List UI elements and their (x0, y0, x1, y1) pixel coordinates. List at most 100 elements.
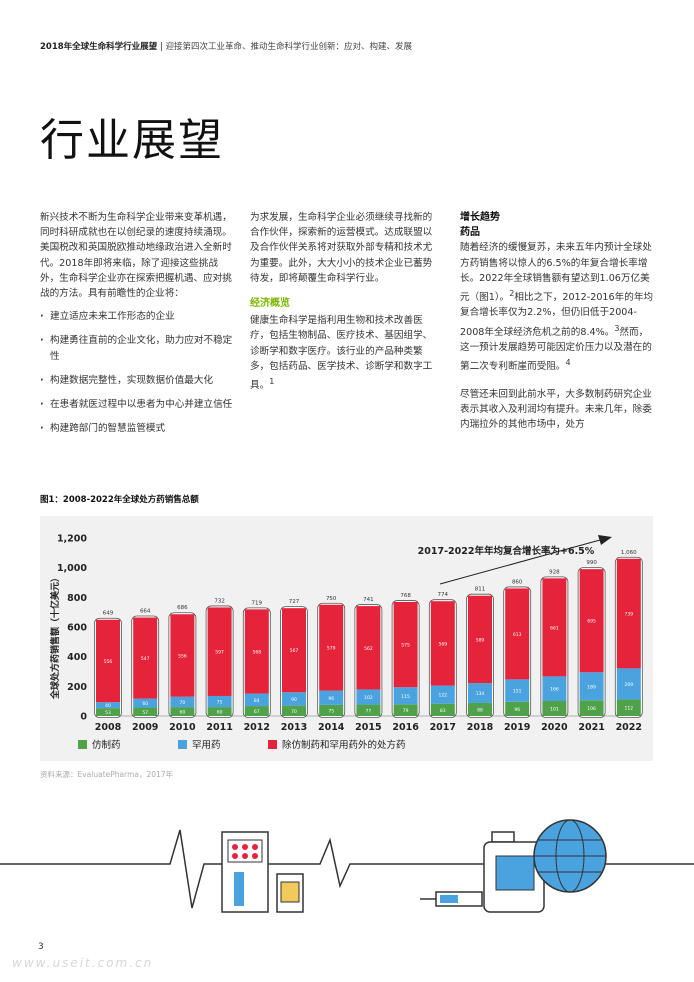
other-rx-bar (356, 606, 381, 690)
orphan-bar (542, 676, 567, 702)
total-label: 1,060 (621, 550, 637, 556)
data-label: 112 (625, 706, 634, 712)
total-label: 860 (512, 579, 523, 585)
chart-panel: 0 200 400 600 800 1,000 1,200 53 40 556 649 2008 57… (40, 516, 653, 761)
x-tick-label: 2009 (132, 722, 158, 733)
generic-bar (616, 699, 641, 716)
other-rx-bar (244, 609, 269, 694)
y-axis-label: 全球处方药销售额（十亿美元） (49, 573, 61, 700)
trend-arrowhead (598, 535, 612, 545)
data-label: 60 (142, 701, 148, 707)
data-label: 166 (550, 687, 559, 693)
total-label: 686 (177, 605, 188, 611)
y-tick-label: 400 (67, 652, 87, 663)
report-title: 2018年全球生命科学行业展望 (40, 42, 158, 52)
intro-paragraph: 新兴技术不断为生命科学企业带来变革机遇，同时科研成就也在以创纪录的速度持续涌现。… (40, 212, 232, 300)
data-label: 60 (217, 710, 223, 716)
data-label: 562 (364, 646, 373, 652)
x-tick-label: 2015 (355, 722, 381, 733)
data-label: 53 (105, 710, 111, 716)
data-label: 589 (476, 637, 485, 643)
report-subtitle: 迎接第四次工业革命、推动生命科学行业创新：应对、构建、发展 (165, 42, 412, 52)
x-tick-label: 2008 (95, 722, 122, 733)
data-label: 695 (587, 619, 596, 625)
orphan-bar (356, 689, 381, 705)
list-item: 构建数据完整性，实现数据价值最大化 (40, 373, 236, 388)
other-rx-bar (207, 607, 232, 696)
other-rx-bar (505, 588, 530, 680)
data-label: 75 (328, 708, 334, 714)
total-label: 811 (475, 587, 486, 593)
data-label: 739 (625, 612, 634, 618)
other-rx-bar (133, 617, 158, 699)
data-label: 189 (587, 684, 596, 690)
other-rx-bar (616, 558, 641, 669)
x-tick-label: 2022 (616, 722, 642, 733)
trend-arrow-line (439, 539, 601, 585)
footnote-ref: 3 (614, 323, 620, 333)
text-column-1: 新兴技术不断为生命科学企业带来变革机遇，同时科研成就也在以创纪录的速度持续涌现。… (40, 210, 236, 445)
other-rx-bar (430, 601, 455, 686)
orphan-bar (430, 685, 455, 704)
text-column-3: 增长趋势 药品 随着经济的缓慢复苏，未来五年内预计全球处方药销售将以惊人的6.5… (460, 210, 656, 438)
orphan-bar (244, 693, 269, 707)
pharma-subheading: 药品 (460, 227, 480, 239)
source-note: 资料来源：EvaluatePharma，2017年 (40, 770, 174, 779)
orphan-bar (96, 702, 120, 709)
x-tick-label: 2021 (578, 722, 604, 733)
cagr-annotation: 2017-2022年年均复合增长率为+6.5% (418, 545, 595, 557)
orphan-bar (393, 687, 418, 705)
data-label: 88 (477, 707, 483, 713)
data-label: 569 (439, 641, 448, 647)
growth-heading: 增长趋势 (460, 212, 500, 223)
y-tick-label: 200 (67, 682, 87, 693)
x-tick-label: 2010 (169, 722, 196, 733)
footnote-ref: 1 (269, 377, 275, 387)
orphan-bar (207, 695, 232, 708)
syringe-icon (420, 891, 483, 907)
legend-label: 罕用药 (192, 740, 221, 751)
generic-bar (430, 703, 455, 716)
data-label: 57 (142, 710, 148, 716)
data-label: 568 (253, 649, 262, 655)
generic-bar (393, 704, 418, 716)
y-tick-label: 0 (80, 712, 87, 723)
data-label: 134 (476, 691, 485, 697)
total-label: 719 (252, 600, 263, 606)
data-label: 60 (180, 710, 186, 716)
orphan-bar (579, 672, 604, 701)
partners-paragraph: 为求发展，生命科学企业必须继续寻找新的合作伙伴，探索新的运营模式。达成联盟以及合… (250, 212, 433, 284)
orphan-bar (170, 696, 195, 708)
list-item: 在患者就医过程中以患者为中心并建立信任 (40, 397, 236, 412)
total-label: 750 (326, 596, 337, 602)
data-label: 567 (290, 648, 299, 654)
total-label: 928 (549, 569, 560, 575)
data-label: 67 (254, 709, 260, 715)
total-label: 990 (586, 560, 597, 566)
generic-bar (244, 706, 269, 716)
footnote-ref: 2 (509, 289, 515, 299)
data-label: 84 (254, 698, 260, 704)
figure-caption: 图1：2008-2022年全球处方药销售总额 (40, 495, 199, 505)
list-item: 构建跨部门的智慧监管模式 (40, 421, 236, 436)
data-label: 151 (513, 689, 522, 695)
data-label: 613 (513, 632, 522, 638)
pill-pack-icon (221, 831, 269, 913)
other-rx-bar (542, 578, 567, 677)
data-label: 79 (403, 708, 409, 714)
generic-bar (282, 705, 306, 716)
generic-bar (207, 707, 232, 716)
generic-bar (505, 701, 530, 716)
healthcare-illustration (0, 819, 694, 913)
data-label: 102 (364, 695, 373, 701)
page-number: 3 (38, 942, 44, 952)
y-tick-label: 600 (67, 623, 87, 634)
data-label: 70 (291, 709, 297, 715)
generic-bar (579, 700, 604, 716)
text-column-2: 为求发展，生命科学企业必须继续寻找新的合作伙伴，探索新的运营模式。达成联盟以及合… (250, 210, 440, 399)
data-label: 40 (105, 703, 111, 709)
orphan-bar (282, 692, 306, 706)
bullet-list: 建立适应未来工作形态的企业 构建勇往直前的企业文化，助力应对不稳定性 构建数据完… (40, 309, 236, 436)
data-label: 70 (180, 700, 186, 706)
